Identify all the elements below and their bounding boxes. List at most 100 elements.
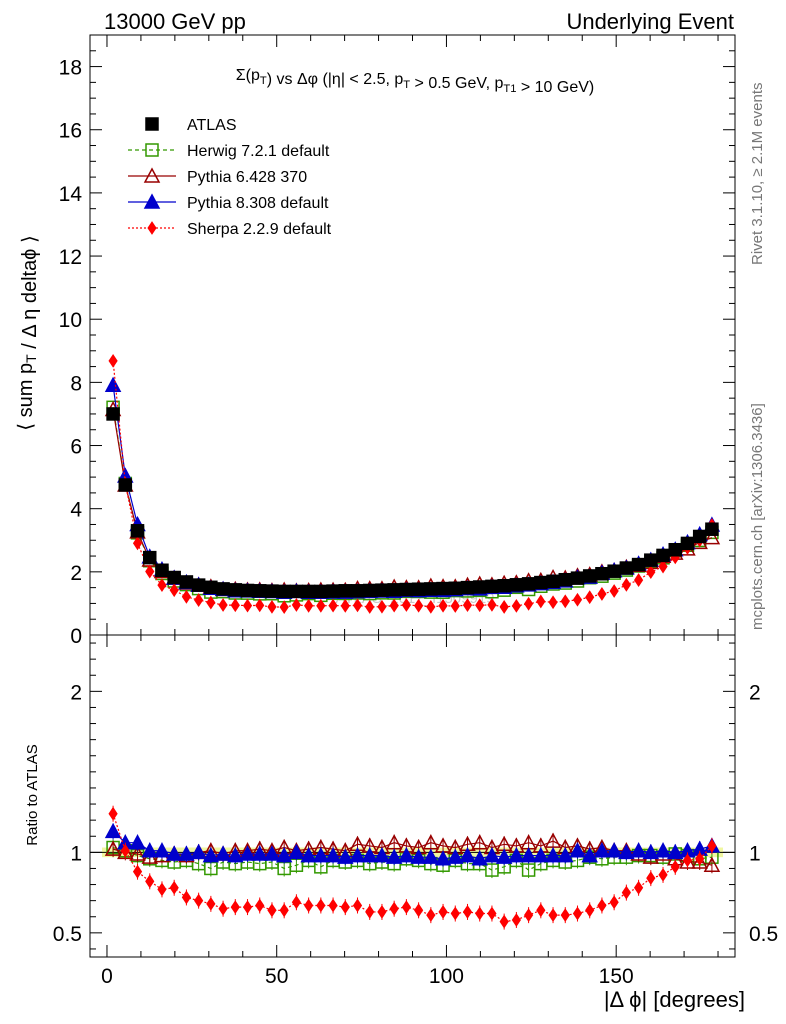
point-sherpa-2-2-9-default [414, 598, 424, 613]
point-atlas [472, 580, 487, 594]
point-atlas [399, 582, 414, 597]
legend-label-atlas: ATLAS [187, 117, 237, 134]
ratio-point-pythia-8-308-default [385, 848, 403, 864]
x-tick-label: 100 [429, 965, 464, 988]
ratio-point-pythia-8-308-default [520, 846, 537, 863]
point-atlas [534, 575, 548, 590]
point-sherpa-2-2-9-default [426, 599, 436, 614]
point-sherpa-2-2-9-default [646, 565, 656, 580]
point-atlas [118, 478, 133, 492]
point-atlas [252, 584, 267, 598]
point-sherpa-2-2-9-default [242, 598, 253, 613]
ratio-point-pythia-8-308-default [581, 846, 598, 863]
point-sherpa-2-2-9-default [450, 599, 460, 613]
y-tick-label: 14 [59, 183, 83, 206]
ratio-point-sherpa-2-2-9-default [499, 914, 509, 929]
point-sherpa-2-2-9-default [462, 598, 473, 613]
ratio-point-pythia-8-308-default [214, 845, 232, 861]
ratio-point-pythia-8-308-default [288, 843, 305, 860]
point-atlas [167, 570, 181, 585]
ratio-point-pythia-8-308-default [654, 842, 672, 858]
point-atlas [216, 582, 230, 596]
ratio-point-pythia-8-308-default [324, 846, 342, 863]
ratio-point-pythia-8-308-default [300, 846, 317, 863]
ratio-point-pythia-6-428-370 [129, 845, 146, 861]
point-atlas [350, 584, 365, 598]
point-sherpa-2-2-9-default [316, 598, 326, 613]
point-atlas [277, 584, 291, 599]
ratio-point-sherpa-2-2-9-default [181, 890, 192, 905]
point-atlas [668, 542, 683, 557]
legend-marker-pythia-8-308-default [143, 193, 161, 209]
ratio-point-pythia-8-308-default [605, 842, 623, 858]
ratio-point-pythia-8-308-default [447, 848, 464, 864]
ratio-series-sherpa-2-2-9-default [108, 805, 717, 930]
point-sherpa-2-2-9-default [401, 598, 411, 612]
ratio-point-sherpa-2-2-9-default [560, 908, 570, 923]
ratio-point-sherpa-2-2-9-default [462, 905, 473, 919]
point-atlas [142, 550, 157, 565]
ratio-point-sherpa-2-2-9-default [316, 898, 326, 913]
ratio-y-tick-label-right: 1 [749, 842, 761, 865]
ratio-point-sherpa-2-2-9-default [487, 906, 497, 921]
ratio-point-pythia-6-428-370 [703, 856, 721, 872]
ratio-point-pythia-6-428-370 [104, 840, 122, 856]
x-axis-label: |Δ ϕ| [degrees] [604, 987, 745, 1012]
ratio-point-pythia-8-308-default [410, 848, 427, 864]
ratio-point-sherpa-2-2-9-default [389, 901, 399, 916]
point-sherpa-2-2-9-default [585, 590, 595, 605]
point-atlas [509, 578, 524, 592]
point-sherpa-2-2-9-default [206, 595, 216, 610]
rivet-label: Rivet 3.1.10, ≥ 2.1M events [749, 83, 766, 266]
ratio-point-pythia-8-308-default [495, 848, 513, 864]
ratio-point-pythia-8-308-default [251, 845, 268, 861]
ratio-point-pythia-8-308-default [202, 846, 220, 863]
ratio-y-tick-label: 0.5 [53, 923, 82, 946]
y-tick-label: 18 [59, 57, 82, 80]
ratio-point-pythia-8-308-default [398, 846, 415, 863]
ratio-point-sherpa-2-2-9-default [511, 913, 521, 927]
point-atlas [436, 581, 450, 596]
point-atlas [582, 569, 597, 583]
ratio-point-sherpa-2-2-9-default [401, 900, 411, 914]
ratio-y-tick-label: 2 [70, 681, 82, 704]
header-right: Underlying Event [566, 9, 734, 34]
ratio-point-pythia-8-308-default [618, 843, 635, 860]
ratio-y-axis-label: Ratio to ATLAS [24, 744, 41, 845]
ratio-point-sherpa-2-2-9-default [597, 898, 607, 913]
ratio-point-pythia-8-308-default [190, 843, 207, 860]
point-sherpa-2-2-9-default [352, 598, 363, 613]
point-atlas [228, 583, 243, 597]
point-atlas [424, 582, 438, 596]
ratio-point-pythia-8-308-default [263, 845, 281, 861]
y-tick-label: 10 [59, 309, 82, 332]
point-atlas [656, 548, 670, 563]
ratio-panel: 0.5 0.5 1 1 2 2 0 50 100 150 Ratio to ATLAS [24, 634, 778, 988]
point-sherpa-2-2-9-default [267, 600, 277, 614]
point-atlas [558, 572, 573, 587]
ratio-point-sherpa-2-2-9-default [414, 903, 424, 918]
ratio-point-sherpa-2-2-9-default [585, 903, 595, 918]
point-sherpa-2-2-9-default [560, 594, 570, 609]
ratio-frame [89, 634, 736, 958]
ratio-point-pythia-8-308-default [337, 848, 354, 864]
ratio-point-sherpa-2-2-9-default [438, 905, 448, 919]
point-sherpa-2-2-9-default [633, 573, 644, 587]
ratio-point-sherpa-2-2-9-default [365, 905, 375, 919]
ratio-point-pythia-8-308-default [141, 842, 159, 858]
ratio-point-pythia-8-308-default [593, 842, 611, 858]
point-sherpa-2-2-9-default [218, 598, 228, 612]
x-tick-label: 50 [265, 965, 288, 988]
ratio-point-pythia-8-308-default [312, 846, 330, 863]
point-atlas [460, 580, 475, 595]
mcplots-label: mcplots.cern.ch [arXiv:1306.3436] [749, 403, 766, 630]
ratio-point-pythia-8-308-default [483, 846, 501, 863]
ratio-point-sherpa-2-2-9-default [475, 906, 485, 921]
ratio-point-sherpa-2-2-9-default [108, 806, 118, 821]
x-tick-label: 150 [599, 965, 634, 988]
point-sherpa-2-2-9-default [377, 599, 387, 614]
point-atlas [155, 563, 169, 578]
ratio-point-pythia-8-308-default [459, 846, 476, 863]
point-sherpa-2-2-9-default [487, 597, 497, 612]
